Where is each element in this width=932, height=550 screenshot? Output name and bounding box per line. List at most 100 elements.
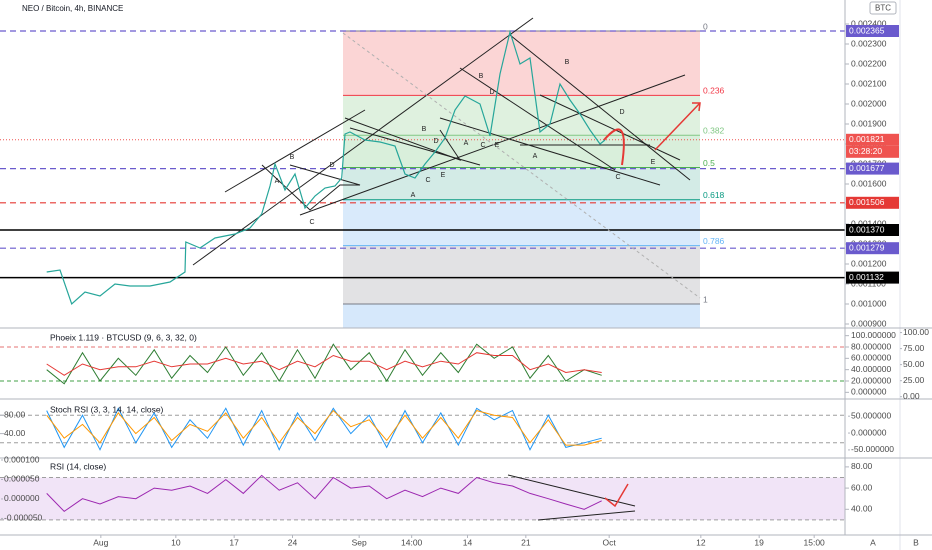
fib-diagonal (342, 32, 701, 299)
fib-zone (343, 304, 700, 328)
trend-line (439, 117, 661, 186)
chart-title: NEO / Bitcoin, 4h, BINANCE (22, 4, 123, 13)
x-tick-label: Oct (603, 537, 617, 547)
y-tick-label: 40.00 (4, 428, 26, 438)
fib-zone (343, 199, 700, 246)
y2-tick-label: -0.000050 (4, 513, 43, 523)
y-tick-label: 40.000000 (851, 364, 891, 374)
y2-tick-label: 50.00 (903, 359, 925, 369)
y2-tick-label: 25.00 (903, 375, 925, 385)
y-tick-label: 0.002400 (851, 18, 887, 28)
currency-label: BTC (875, 4, 891, 13)
series-line (46, 409, 602, 446)
price-badge-bg (846, 224, 899, 236)
fib-label: 0.786 (703, 236, 725, 246)
y-tick-label: 0.001400 (851, 218, 887, 228)
indicator-title: RSI (14, close) (50, 461, 106, 471)
y-tick-label: 0.002100 (851, 78, 887, 88)
current-price-badge-bg (846, 133, 899, 146)
indicator-title: Phoeix 1.119 · BTCUSD (9, 6, 3, 32, 0) (50, 332, 197, 342)
y-tick-label: 80.00 (4, 409, 26, 419)
price-badge: 0.001506 (849, 197, 885, 207)
price-badge-bg (846, 196, 899, 209)
wave-label: D (489, 89, 494, 96)
y-tick-label: 0.002000 (851, 98, 887, 108)
wave-label: D (433, 138, 438, 145)
trend-line (509, 34, 691, 181)
wave-label: E (495, 142, 500, 149)
toolbar-button[interactable]: A (870, 537, 876, 547)
fib-label: 0.5 (703, 158, 715, 168)
wave-label: C (309, 219, 314, 226)
trend-line (224, 109, 366, 193)
fib-zone (343, 95, 700, 136)
wave-label: D (329, 162, 334, 169)
wave-label: A (275, 178, 280, 185)
wave-label: E (441, 172, 446, 179)
wave-label: B (422, 126, 427, 133)
x-tick-label: 10 (171, 537, 181, 547)
price-badge-bg (846, 25, 899, 37)
y-tick-label: 0.000900 (851, 318, 887, 328)
fib-label: 0 (703, 21, 708, 31)
fib-label: 0.618 (703, 190, 725, 200)
fib-label: 0.382 (703, 126, 725, 136)
wave-label: E (651, 159, 656, 166)
pattern (261, 164, 361, 211)
x-tick-label: 19 (754, 537, 764, 547)
fib-zone (343, 245, 700, 304)
x-tick-label: 14:00 (401, 537, 423, 547)
y2-tick-label: 0.00 (903, 391, 920, 401)
projection-arrow (604, 483, 629, 508)
toolbar-button[interactable]: B (913, 537, 919, 547)
series-line (46, 352, 602, 376)
price-axis (845, 0, 900, 535)
y2-tick-label: 50.000000 (851, 410, 891, 420)
y-tick-label: 0.001600 (851, 178, 887, 188)
y2-tick-label: 0.000000 (851, 427, 887, 437)
wave-label: B (290, 154, 295, 161)
y2-tick-label: 0.000050 (4, 474, 40, 484)
fib-label: 0.236 (703, 86, 725, 96)
wave-label: A (411, 192, 416, 199)
x-tick-label: 21 (521, 537, 531, 547)
price-badge: 0.001370 (849, 224, 885, 234)
y-tick-label: 0.001900 (851, 118, 887, 128)
x-tick-label: 12 (696, 537, 706, 547)
wave-label: C (615, 174, 620, 181)
y-tick-label: 0.000000 (851, 387, 887, 397)
price-badge: 0.001279 (849, 242, 885, 252)
wave-label: A (533, 153, 538, 160)
price-badge-bg (846, 242, 899, 255)
wave-label: D (619, 109, 624, 116)
y-tick-label: 0.001200 (851, 258, 887, 268)
trend-line (192, 17, 534, 266)
trend-line (349, 127, 481, 166)
wave-label: B (565, 59, 570, 66)
price-badge-bg (846, 271, 899, 284)
currency-badge (869, 1, 897, 15)
y-tick-label: 100.000000 (851, 330, 896, 340)
pattern (344, 117, 462, 161)
wave-label: C (480, 142, 485, 149)
price-badge: 0.001677 (849, 163, 885, 173)
price-badge-bg (846, 162, 899, 175)
fib-label: 1 (703, 294, 708, 304)
y-tick-label: 0.001000 (851, 298, 887, 308)
projection-arrow (654, 102, 701, 151)
trend-line (507, 474, 636, 507)
x-tick-label: 15:00 (804, 537, 826, 547)
side-toolbar (900, 0, 932, 550)
drawings (192, 17, 701, 299)
wave-label: C (425, 177, 430, 184)
series-line (46, 407, 602, 451)
trend-line (459, 67, 616, 171)
x-tick-label: Aug (93, 537, 108, 547)
y2-tick-label: 0.000100 (4, 454, 40, 464)
y2-tick-label: 0.000000 (4, 493, 40, 503)
y2-tick-label: -50.000000 (851, 444, 894, 454)
indicator-title: Stoch RSI (3, 3, 14, 14, close) (50, 404, 164, 414)
